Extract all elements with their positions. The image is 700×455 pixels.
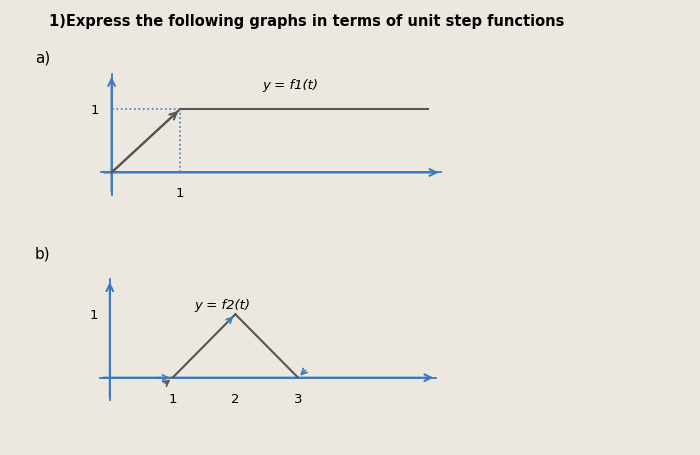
Text: 1: 1 xyxy=(168,392,177,405)
Text: 1: 1 xyxy=(91,103,99,116)
Text: 2: 2 xyxy=(231,392,239,405)
Text: y = f2(t): y = f2(t) xyxy=(195,298,251,311)
Text: 1)Express the following graphs in terms of unit step functions: 1)Express the following graphs in terms … xyxy=(49,14,564,29)
Text: a): a) xyxy=(35,50,50,65)
Text: 1: 1 xyxy=(176,187,185,200)
Text: 3: 3 xyxy=(294,392,302,405)
Text: b): b) xyxy=(35,246,50,261)
Text: y = f1(t): y = f1(t) xyxy=(262,79,318,92)
Text: 1: 1 xyxy=(90,308,99,321)
